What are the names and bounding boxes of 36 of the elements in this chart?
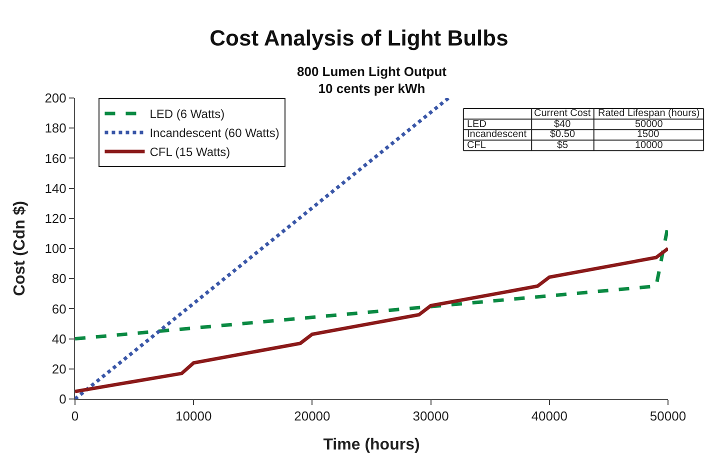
annotation: $40 bbox=[554, 119, 572, 130]
y-tick-label: 100 bbox=[44, 241, 66, 256]
x-tick-label: 30000 bbox=[412, 408, 449, 424]
annotation: 50000 bbox=[635, 119, 664, 130]
annotation: 1500 bbox=[637, 129, 660, 140]
annotation: 10000 bbox=[635, 140, 664, 151]
annotation: CFL bbox=[467, 140, 486, 151]
chart-title: Cost Analysis of Light Bulbs bbox=[210, 25, 508, 50]
legend-label: CFL (15 Watts) bbox=[150, 145, 230, 160]
x-tick-label: 20000 bbox=[294, 408, 330, 424]
legend-label: LED (6 Watts) bbox=[150, 107, 225, 122]
line-series bbox=[75, 246, 668, 394]
y-tick-label: 80 bbox=[52, 271, 66, 286]
y-tick-label: 20 bbox=[52, 361, 66, 376]
x-tick-label: 40000 bbox=[531, 408, 568, 424]
annotation: Incandescent bbox=[467, 129, 527, 140]
y-tick-label: 60 bbox=[52, 301, 66, 316]
x-tick-label: 10000 bbox=[176, 408, 212, 424]
y-tick-label: 160 bbox=[44, 150, 66, 166]
annotation: Rated Lifespan (hours) bbox=[598, 108, 700, 119]
x-tick-label: 0 bbox=[71, 408, 79, 424]
y-axis-title: Cost (Cdn $) bbox=[12, 200, 29, 296]
annotation: $5 bbox=[557, 140, 569, 151]
annotation: $0.50 bbox=[550, 129, 576, 140]
annotation: LED bbox=[467, 119, 486, 130]
y-tick-label: 200 bbox=[44, 90, 66, 106]
legend-label: Incandescent (60 Watts) bbox=[150, 126, 280, 140]
y-tick-label: 40 bbox=[52, 331, 66, 346]
x-tick-label: 50000 bbox=[650, 408, 686, 424]
x-axis-title: Time (hours) bbox=[323, 436, 420, 454]
y-tick-label: 0 bbox=[59, 392, 66, 407]
y-tick-label: 180 bbox=[44, 120, 66, 136]
annotation: Current Cost bbox=[534, 108, 591, 119]
chart-subtitle: 800 Lumen Light Output 10 cents per kWh bbox=[297, 64, 448, 96]
y-tick-label: 120 bbox=[44, 210, 66, 226]
y-tick-label: 140 bbox=[44, 180, 66, 196]
